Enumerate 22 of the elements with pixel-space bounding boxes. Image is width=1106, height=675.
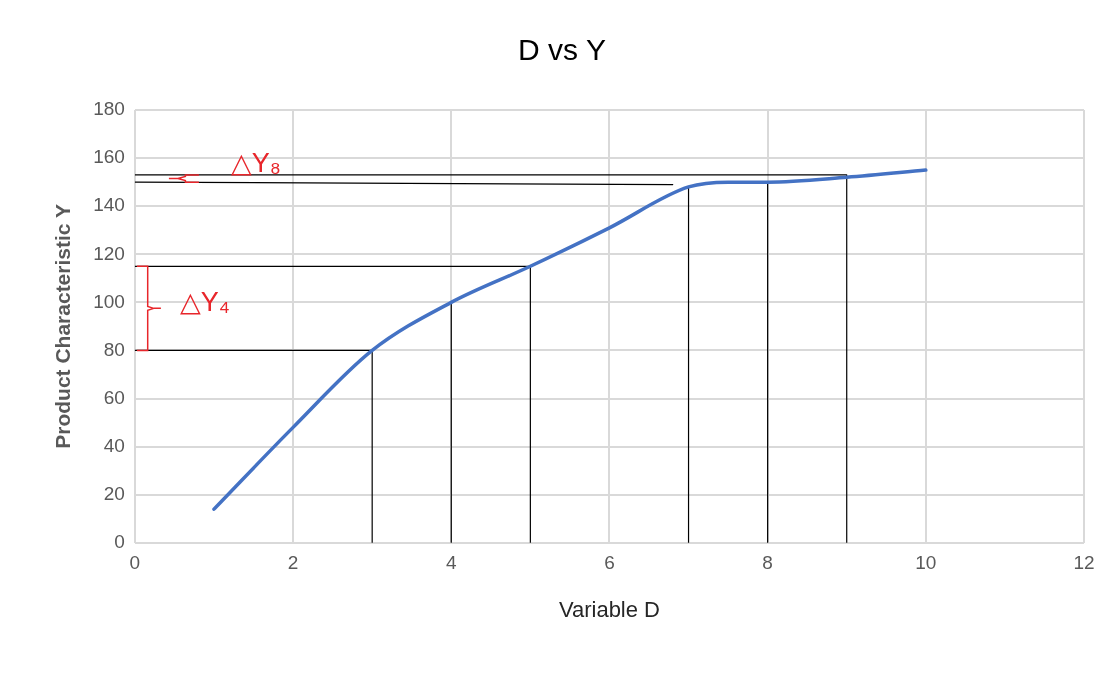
y-tick-label: 120	[93, 242, 125, 264]
y-tick-label: 100	[93, 290, 125, 312]
x-tick-label: 10	[915, 552, 937, 574]
y-tick-label: 180	[93, 98, 125, 120]
y-tick-label: 140	[93, 194, 125, 216]
y-tick-label: 20	[103, 482, 125, 504]
y-tick-label: 60	[103, 386, 125, 408]
x-tick-label: 8	[762, 552, 773, 574]
x-tick-label: 12	[1073, 552, 1095, 574]
x-tick-label: 6	[604, 552, 615, 574]
y-tick-label: 0	[114, 531, 125, 553]
x-tick-label: 4	[445, 552, 457, 574]
annotation: △Y₄	[179, 286, 230, 317]
y-tick-label: 40	[103, 434, 125, 456]
y-tick-label: 80	[103, 338, 125, 360]
chart-title: D vs Y	[518, 33, 606, 67]
y-tick-label: 160	[93, 146, 125, 168]
y-axis-title: Product Characteristic Y	[51, 204, 75, 449]
annotation: △Y₈	[230, 147, 281, 178]
x-tick-label: 2	[287, 552, 299, 574]
x-axis-title: Variable D	[558, 596, 660, 622]
x-tick-label: 0	[129, 552, 141, 574]
